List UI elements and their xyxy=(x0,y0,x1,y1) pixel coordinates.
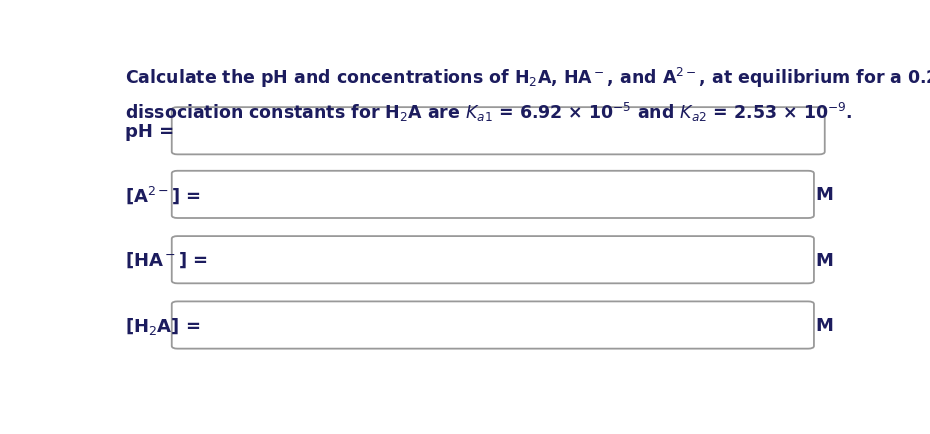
Text: Calculate the pH and concentrations of H$_2$A, HA$^-$, and A$^{2-}$, at equilibr: Calculate the pH and concentrations of H… xyxy=(125,66,930,89)
FancyBboxPatch shape xyxy=(172,302,814,349)
Text: [H$_2$A] =: [H$_2$A] = xyxy=(125,315,201,336)
Text: M: M xyxy=(816,316,833,334)
Text: [HA$^-$] =: [HA$^-$] = xyxy=(125,250,208,270)
FancyBboxPatch shape xyxy=(172,108,825,155)
Text: [A$^{2-}$] =: [A$^{2-}$] = xyxy=(125,184,201,206)
Text: dissociation constants for H$_2$A are $K_{a1}$ = 6.92 × 10$^{-5}$ and $K_{a2}$ =: dissociation constants for H$_2$A are $K… xyxy=(125,101,853,124)
Text: M: M xyxy=(816,251,833,269)
Text: M: M xyxy=(816,186,833,204)
FancyBboxPatch shape xyxy=(172,237,814,284)
FancyBboxPatch shape xyxy=(172,171,814,218)
Text: pH =: pH = xyxy=(125,122,174,141)
